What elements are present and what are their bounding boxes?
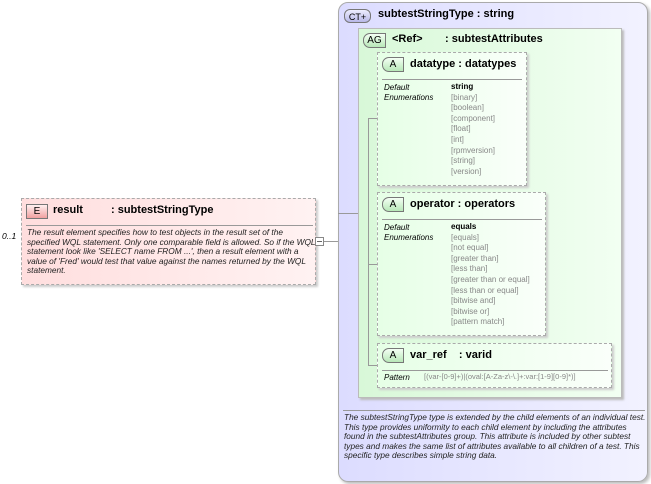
values: string [binary] [boolean] [component] [f… <box>451 82 495 177</box>
enum-value: [binary] <box>451 92 478 102</box>
pattern-value: [(var-[0-9]+)|(oval:[A-Za-z\-\.]+:var:[1… <box>424 372 576 381</box>
tree-branch <box>368 365 378 366</box>
element-name: result <box>53 204 83 216</box>
enum-value: [pattern match] <box>451 317 505 327</box>
connector <box>324 241 338 242</box>
attribute-badge: A <box>382 197 404 212</box>
element-description: The result element specifies how to test… <box>27 227 316 276</box>
attribute-group-name: : subtestAttributes <box>445 33 543 45</box>
attribute-badge: A <box>382 348 404 363</box>
divider <box>382 370 608 371</box>
divider <box>343 410 645 411</box>
default-value: string <box>451 82 474 91</box>
attribute-title: operator : operators <box>410 198 516 210</box>
attribute-group-ref: <Ref> <box>392 33 423 45</box>
enumerations-label: Enumerations <box>384 93 434 102</box>
attribute-operator[interactable]: A operator : operators Default Enumerati… <box>377 192 546 336</box>
default-label: Default <box>384 223 410 232</box>
attribute-group-badge: AG <box>363 33 386 48</box>
divider <box>26 225 313 226</box>
enum-value: [rpmversion] <box>451 145 496 155</box>
default-value: equals <box>451 222 477 231</box>
attribute-title: datatype : datatypes <box>410 58 517 70</box>
attribute-badge: A <box>382 57 404 72</box>
collapse-toggle[interactable] <box>315 237 324 246</box>
attribute-title: var_ref : varid <box>410 349 492 361</box>
minus-icon <box>317 241 322 242</box>
complex-type-description: The subtestStringType type is extended b… <box>344 412 646 461</box>
default-label: Default <box>384 83 410 92</box>
enum-value: [component] <box>451 113 496 123</box>
enum-value: [greater than or equal] <box>451 274 530 284</box>
values: equals [equals] [not equal] [greater tha… <box>451 222 530 328</box>
tree-branch <box>368 264 378 265</box>
element-type: : subtestStringType <box>111 204 214 216</box>
element-badge: E <box>26 204 48 219</box>
attribute-var-ref[interactable]: A var_ref : varid Pattern [(var-[0-9]+)|… <box>377 343 612 388</box>
divider <box>382 219 542 220</box>
enum-value: [less than or equal] <box>451 285 519 295</box>
cardinality: 0..1 <box>2 231 17 241</box>
tree-branch <box>368 118 378 119</box>
enum-value: [greater than] <box>451 253 499 263</box>
enum-value: [int] <box>451 134 464 144</box>
connector <box>338 213 368 214</box>
enum-value: [bitwise and] <box>451 296 496 306</box>
attribute-datatype[interactable]: A datatype : datatypes Default Enumerati… <box>377 52 527 186</box>
divider <box>382 79 522 80</box>
enum-value: [bitwise or] <box>451 306 490 316</box>
enum-value: [less than] <box>451 264 488 274</box>
enum-value: [string] <box>451 156 476 166</box>
enum-value: [version] <box>451 166 482 176</box>
enumerations-label: Enumerations <box>384 233 434 242</box>
enum-value: [equals] <box>451 232 480 242</box>
enum-value: [float] <box>451 124 471 134</box>
complex-type-badge: CT+ <box>344 9 371 23</box>
element-result[interactable]: E result : subtestStringType The result … <box>21 198 316 285</box>
pattern-label: Pattern <box>384 373 410 382</box>
tree-line <box>368 118 369 365</box>
enum-value: [boolean] <box>451 103 484 113</box>
enum-value: [not equal] <box>451 243 489 253</box>
complex-type-title: subtestStringType : string <box>378 8 515 20</box>
